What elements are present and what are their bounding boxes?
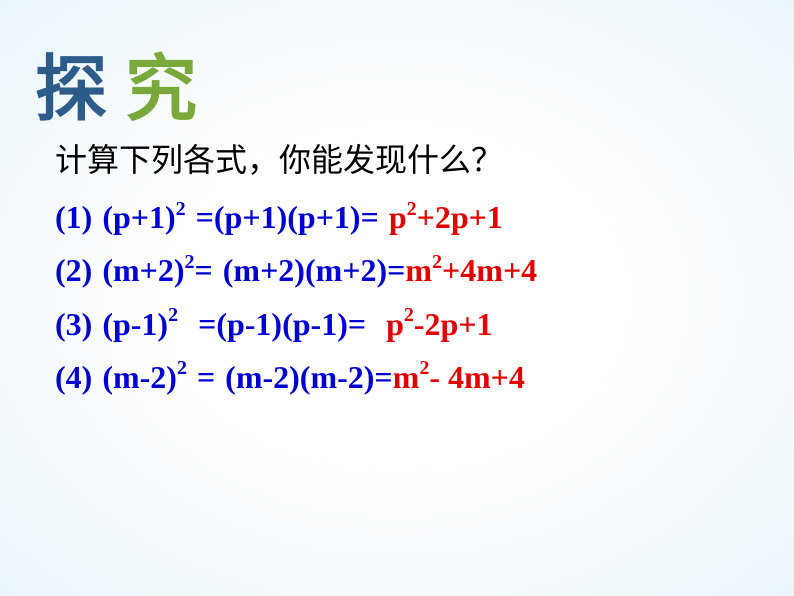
equation-row-4: (4)(m-2)2=(m-2)(m-2)=m2- 4m+4 — [55, 352, 537, 403]
equation-row-3: (3)(p-1)2=(p-1)(p-1)=p2-2p+1 — [55, 299, 537, 350]
row3-ans-exp: 2 — [404, 304, 414, 326]
row2-ans-base: m — [405, 252, 432, 288]
equation-row-2: (2)(m+2)2=(m+2)(m+2)=m2+4m+4 — [55, 245, 537, 296]
row3-mid: =(p-1)(p-1)= — [198, 306, 366, 342]
row1-lhs-base: (p+1) — [102, 199, 175, 235]
row2-ans-rest: +4m+4 — [442, 252, 537, 288]
row4-ans-rest: - 4m+4 — [429, 359, 525, 395]
row2-num: (2) — [55, 252, 92, 288]
row1-ans-exp: 2 — [407, 198, 417, 220]
row3-ans-base: p — [386, 306, 404, 342]
row2-expand: (m+2)(m+2)= — [223, 252, 406, 288]
row3-ans-rest: -2p+1 — [414, 306, 493, 342]
equation-row-1: (1)(p+1)2=(p+1)(p+1)=p2+2p+1 — [55, 192, 537, 243]
row4-ans-base: m — [393, 359, 420, 395]
row1-num: (1) — [55, 199, 92, 235]
row3-lhs-base: (p-1) — [102, 306, 168, 342]
row4-num: (4) — [55, 359, 92, 395]
title-heading: 探究 — [35, 30, 215, 135]
row2-lhs-exp: 2 — [185, 251, 195, 273]
row3-num: (3) — [55, 306, 92, 342]
row4-expand: (m-2)(m-2)= — [225, 359, 392, 395]
row4-eq: = — [197, 359, 215, 395]
row2-lhs-base: (m+2) — [102, 252, 184, 288]
row4-lhs-exp: 2 — [177, 357, 187, 379]
row1-lhs-exp: 2 — [176, 198, 186, 220]
row1-ans-rest: +2p+1 — [417, 199, 503, 235]
row1-mid: =(p+1)(p+1)= — [196, 199, 379, 235]
title-char-2: 究 — [125, 50, 215, 130]
row4-lhs-base: (m-2) — [102, 359, 177, 395]
row2-ans-exp: 2 — [432, 251, 442, 273]
row1-ans-base: p — [389, 199, 407, 235]
row2-eq: = — [195, 252, 213, 288]
row3-lhs-exp: 2 — [168, 304, 178, 326]
row4-ans-exp: 2 — [419, 357, 429, 379]
question-text: 计算下列各式，你能发现什么？ — [55, 135, 537, 186]
title-char-1: 探 — [35, 50, 125, 130]
content-block: 计算下列各式，你能发现什么？ (1)(p+1)2=(p+1)(p+1)=p2+2… — [55, 135, 537, 405]
